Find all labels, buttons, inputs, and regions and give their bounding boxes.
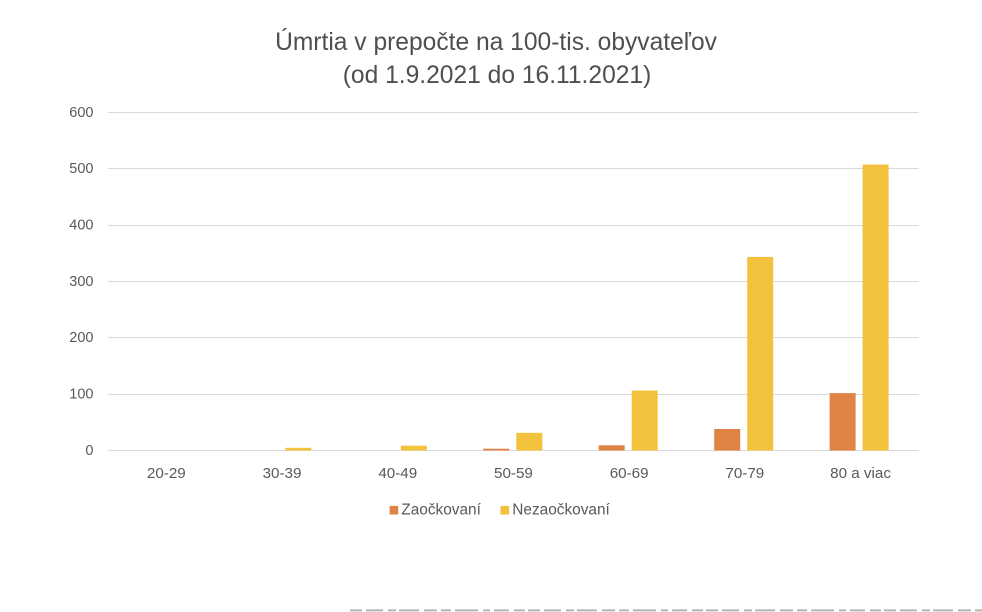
svg-text:60-69: 60-69 [610,465,649,482]
svg-text:400: 400 [69,217,93,233]
svg-text:0: 0 [85,443,93,459]
svg-text:80 a viac: 80 a viac [830,465,891,482]
svg-text:300: 300 [69,274,93,290]
svg-text:100: 100 [69,386,93,402]
svg-text:500: 500 [69,161,93,177]
svg-text:40-49: 40-49 [378,465,417,482]
svg-text:Úmrtia v prepočte na 100-tis.: Úmrtia v prepočte na 100-tis. obyvateľov [275,29,718,56]
svg-text:50-59: 50-59 [494,465,533,482]
svg-text:600: 600 [69,105,93,121]
svg-text:20-29: 20-29 [147,465,186,482]
svg-text:200: 200 [69,330,93,346]
svg-text:70-79: 70-79 [725,465,764,482]
svg-text:30-39: 30-39 [263,465,302,482]
svg-text:Nezaočkovaní: Nezaočkovaní [512,501,610,518]
svg-text:Zaočkovaní: Zaočkovaní [401,501,481,518]
svg-text:(od 1.9.2021 do 16.11.2021): (od 1.9.2021 do 16.11.2021) [343,62,652,89]
